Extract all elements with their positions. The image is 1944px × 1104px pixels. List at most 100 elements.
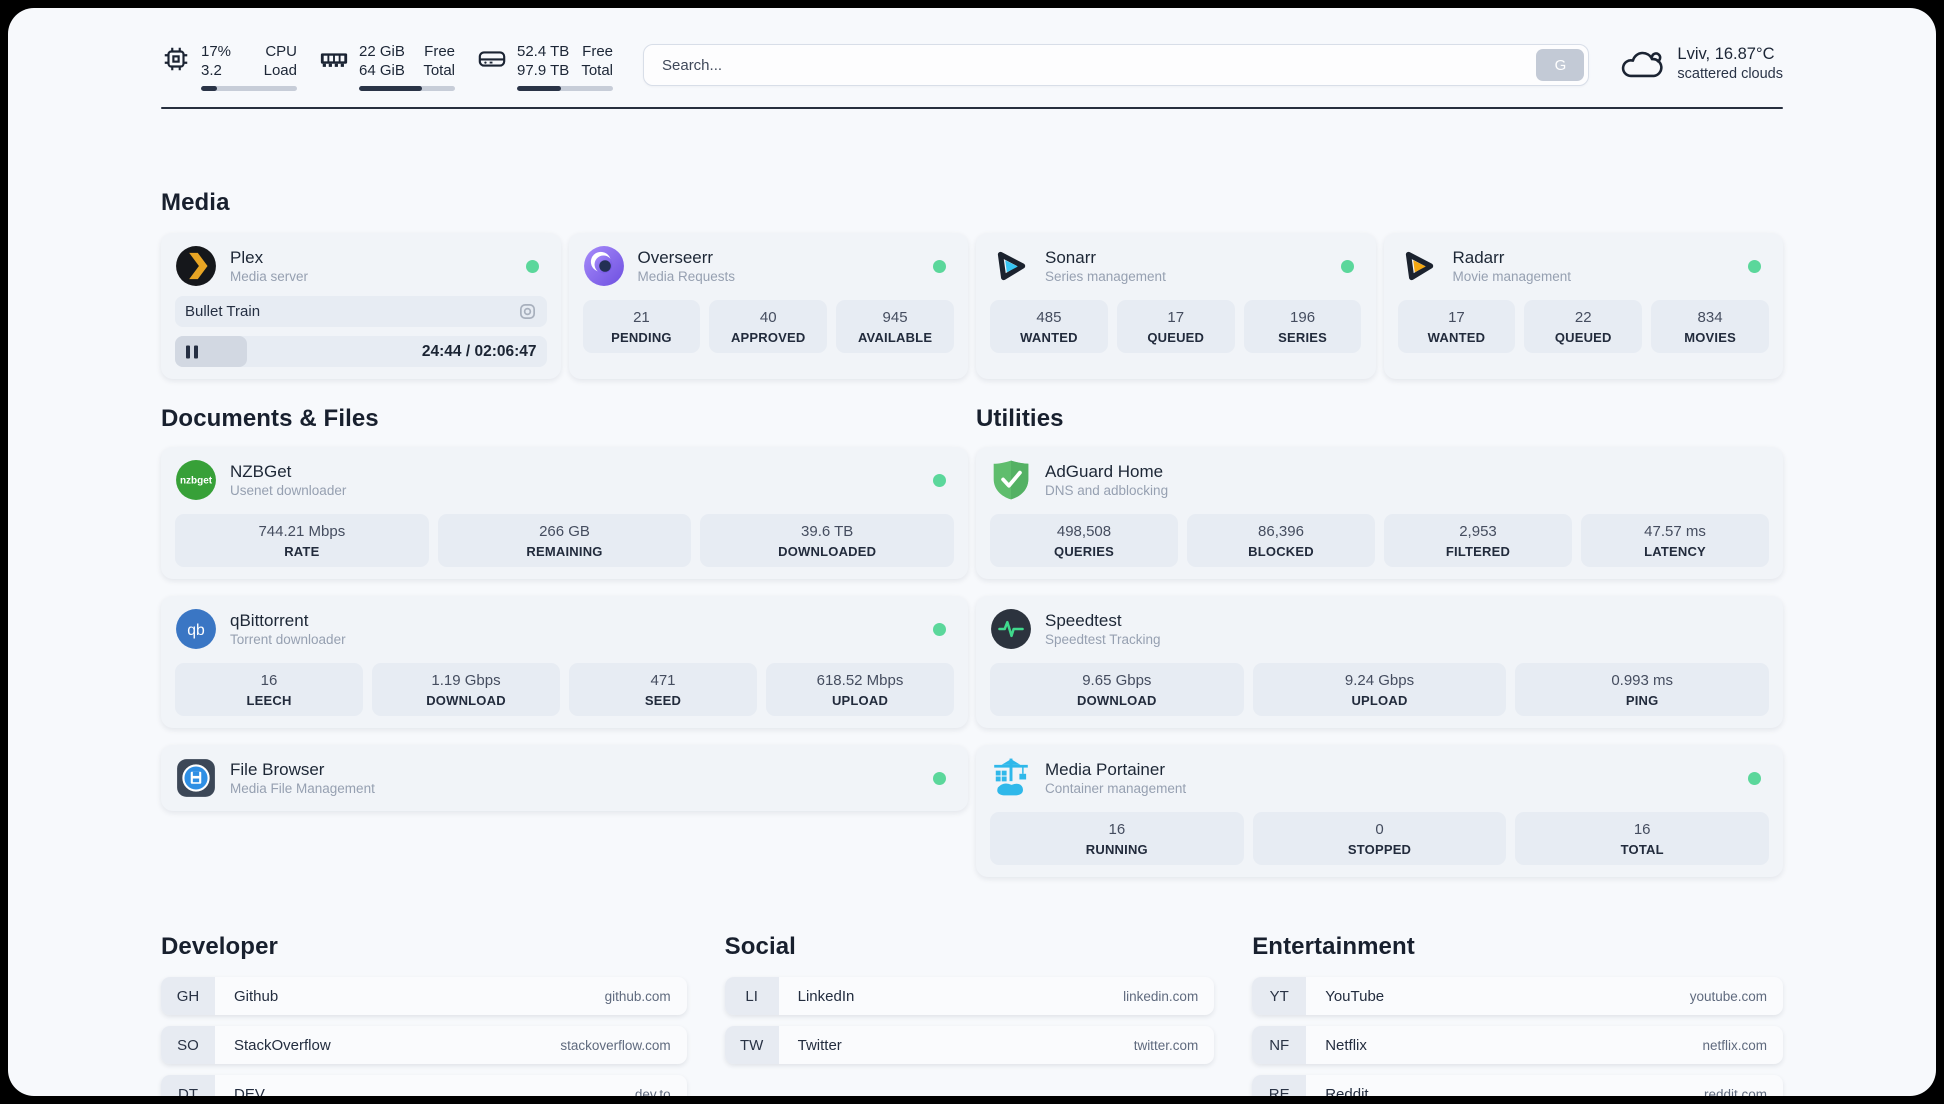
app-card-overseerr[interactable]: Overseerr Media Requests 21 PENDING 40 APP… <box>568 233 968 379</box>
stat-pill: 834 MOVIES <box>1651 300 1769 353</box>
link-url: reddit.com <box>1703 1086 1767 1097</box>
memory-stat: 22 GiB Free 64 GiB Total <box>319 42 455 91</box>
stat-pill: 16 TOTAL <box>1515 812 1770 865</box>
app-name: Overseerr <box>637 247 714 267</box>
app-subtitle: Movie management <box>1452 268 1572 284</box>
search-bar: G <box>643 44 1590 86</box>
storage-free-label: Free <box>582 43 613 60</box>
link-name: Twitter <box>797 1036 842 1054</box>
cpu-load-value: 3.2 <box>201 62 222 79</box>
link-stackoverflow[interactable]: SO StackOverflow stackoverflow.com <box>161 1026 687 1064</box>
filebrowser-icon <box>177 759 215 797</box>
section-title-social: Social <box>724 933 796 960</box>
link-twitter[interactable]: TW Twitter twitter.com <box>724 1026 1215 1064</box>
radarr-icon <box>1405 251 1433 281</box>
stat-pill: 485 WANTED <box>990 300 1108 353</box>
memory-progressbar <box>359 86 455 91</box>
section-title-documents: Documents & Files <box>161 405 379 432</box>
link-badge: SO <box>161 1026 215 1064</box>
header: 17% CPU 3.2 Load 22 GiB Free <box>161 8 1783 91</box>
search-input[interactable] <box>648 55 1537 75</box>
stat-pill: 2,953 FILTERED <box>1384 514 1572 567</box>
storage-free-value: 52.4 TB <box>517 43 570 60</box>
system-stats: 17% CPU 3.2 Load 22 GiB Free <box>161 42 613 91</box>
link-url: youtube.com <box>1689 988 1767 1004</box>
app-subtitle: Speedtest Tracking <box>1045 631 1161 647</box>
cpu-progressbar <box>201 86 297 91</box>
stat-pill: 266 GB REMAINING <box>437 514 692 567</box>
link-badge: RE <box>1252 1075 1307 1096</box>
app-card-nzbget[interactable]: nzbget NZBGet Usenet downloader 744.21 M… <box>161 447 968 579</box>
cpu-label: CPU <box>265 43 297 60</box>
app-card-portainer[interactable]: Media Portainer Container management 16 R… <box>976 745 1783 877</box>
status-dot <box>1748 771 1761 785</box>
app-name: Plex <box>230 247 264 267</box>
section-title-utilities: Utilities <box>976 405 1064 432</box>
stat-pill: 21 PENDING <box>582 300 701 353</box>
app-subtitle: Series management <box>1045 268 1166 284</box>
speedtest-icon <box>991 609 1031 649</box>
svg-text:nzbget: nzbget <box>180 476 213 487</box>
app-subtitle: Torrent downloader <box>230 631 346 647</box>
frame-icon[interactable] <box>518 302 537 321</box>
app-subtitle: Media Requests <box>637 268 736 284</box>
link-url: dev.to <box>634 1086 671 1097</box>
app-card-qbittorrent[interactable]: qb qBittorrent Torrent downloader 16 LEEC… <box>161 596 968 728</box>
cloud-icon <box>1622 51 1664 77</box>
link-linkedin[interactable]: LI LinkedIn linkedin.com <box>724 977 1215 1015</box>
stat-pill: 471 SEED <box>569 663 757 716</box>
app-name: NZBGet <box>230 461 292 481</box>
stat-pill: 17 WANTED <box>1397 300 1516 353</box>
section-title-entertainment: Entertainment <box>1252 933 1415 960</box>
stat-pill: 86,396 BLOCKED <box>1187 514 1375 567</box>
now-playing-row: Bullet Train <box>175 296 547 327</box>
stat-pill: 16 LEECH <box>175 663 363 716</box>
link-url: github.com <box>604 988 671 1004</box>
app-card-adguard[interactable]: AdGuard Home DNS and adblocking 498,508 Q… <box>976 447 1783 579</box>
app-card-filebrowser[interactable]: File Browser Media File Management <box>161 745 968 811</box>
app-card-sonarr[interactable]: Sonarr Series management 485 WANTED 17 QUE… <box>976 233 1376 379</box>
sonarr-icon <box>997 251 1026 281</box>
link-youtube[interactable]: YT YouTube youtube.com <box>1252 977 1783 1015</box>
status-dot <box>933 259 946 273</box>
app-name: AdGuard Home <box>1045 461 1164 481</box>
link-name: YouTube <box>1325 987 1385 1005</box>
pause-icon[interactable] <box>185 344 199 360</box>
stat-pill: 40 APPROVED <box>709 300 828 353</box>
app-name: qBittorrent <box>230 610 309 630</box>
stat-pill: 945 AVAILABLE <box>836 300 954 353</box>
link-badge: DT <box>161 1075 215 1096</box>
cpu-icon <box>164 47 188 71</box>
weather-condition: scattered clouds <box>1677 66 1783 82</box>
stat-pill: 47.57 ms LATENCY <box>1581 514 1769 567</box>
stat-pill: 618.52 Mbps UPLOAD <box>766 663 954 716</box>
link-name: Github <box>234 987 279 1005</box>
app-subtitle: DNS and adblocking <box>1045 482 1169 498</box>
playback-time: 24:44 / 02:06:47 <box>421 342 537 360</box>
weather-location: Lviv, 16.87°C <box>1677 45 1775 63</box>
search-engine-button[interactable]: G <box>1536 49 1585 81</box>
app-subtitle: Media server <box>230 268 309 284</box>
link-url: stackoverflow.com <box>560 1037 671 1053</box>
app-name: Speedtest <box>1045 610 1122 630</box>
status-dot <box>933 771 946 785</box>
link-reddit[interactable]: RE Reddit reddit.com <box>1252 1075 1783 1096</box>
app-name: File Browser <box>230 759 325 779</box>
header-divider <box>161 107 1783 109</box>
link-name: DEV <box>234 1085 265 1097</box>
storage-stat: 52.4 TB Free 97.9 TB Total <box>477 42 613 91</box>
status-dot <box>1748 259 1761 273</box>
portainer-icon <box>994 758 1028 796</box>
app-name: Media Portainer <box>1045 759 1166 779</box>
link-badge: YT <box>1252 977 1307 1015</box>
app-card-radarr[interactable]: Radarr Movie management 17 WANTED 22 QUEUE… <box>1383 233 1783 379</box>
app-card-plex[interactable]: Plex Media server Bullet Train <box>161 233 561 379</box>
app-card-speedtest[interactable]: Speedtest Speedtest Tracking 9.65 Gbps DO… <box>976 596 1783 728</box>
cpu-value: 17% <box>201 43 232 60</box>
disk-icon <box>478 51 506 67</box>
link-netflix[interactable]: NF Netflix netflix.com <box>1252 1026 1783 1064</box>
app-subtitle: Usenet downloader <box>230 482 347 498</box>
stat-pill: 16 RUNNING <box>990 812 1244 865</box>
link-github[interactable]: GH Github github.com <box>161 977 687 1015</box>
link-dev[interactable]: DT DEV dev.to <box>161 1075 687 1096</box>
